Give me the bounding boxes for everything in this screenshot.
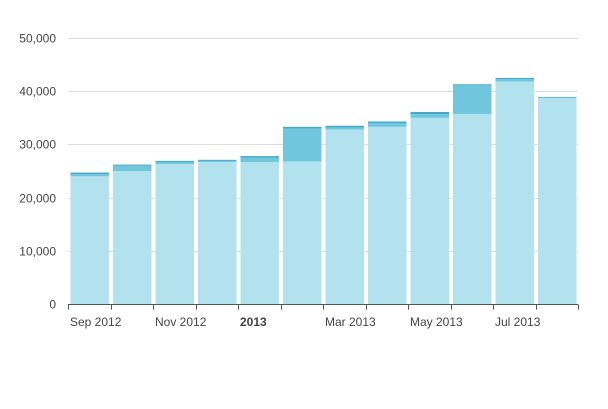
bar-segment	[155, 161, 194, 165]
axes	[68, 304, 579, 310]
y-tick-label: 40,000	[19, 85, 56, 99]
bar-segment	[198, 161, 237, 304]
bar-segment	[70, 172, 109, 175]
bar-segment	[325, 129, 364, 304]
bar-segment	[70, 174, 109, 177]
x-tick-label: Jul 2013	[495, 315, 541, 329]
bar-segment	[325, 127, 364, 130]
bar-segment	[368, 123, 407, 127]
bar-segment	[453, 114, 492, 304]
bar-segment	[538, 97, 577, 98]
bar-segment	[410, 117, 449, 304]
bar-segment	[113, 164, 152, 166]
bar-segment	[538, 98, 577, 305]
bar-segment	[495, 81, 534, 305]
x-tick-label: Mar 2013	[325, 315, 376, 329]
tick-labels: 0 10,000 20,000 30,000 40,000 50,000 Sep 2012 N…	[19, 32, 540, 330]
bar-segment	[240, 161, 279, 304]
x-tick-label: Sep 2012	[70, 315, 122, 329]
bar-segment	[368, 121, 407, 124]
bar-segment	[155, 164, 194, 304]
x-tick-label: 2013	[240, 315, 267, 329]
bar-segment	[453, 85, 492, 115]
y-tick-label: 20,000	[19, 192, 56, 206]
x-tick-label: Nov 2012	[155, 315, 207, 329]
bar-segment	[283, 126, 322, 129]
bar-segment	[240, 156, 279, 158]
y-tick-label: 30,000	[19, 138, 56, 152]
bar-segment	[283, 161, 322, 304]
x-tick-label: May 2013	[410, 315, 463, 329]
bar-segment	[198, 159, 237, 161]
bar-segment	[538, 97, 577, 99]
bars	[70, 77, 577, 305]
bar-segment	[113, 165, 152, 171]
gridlines	[68, 38, 578, 252]
bar-segment	[410, 111, 449, 115]
bar-segment	[410, 114, 449, 118]
bar-segment	[198, 160, 237, 162]
bar-segment	[113, 171, 152, 304]
bar-segment	[155, 160, 194, 162]
bar-segment	[495, 77, 534, 79]
y-tick-label: 10,000	[19, 245, 56, 259]
bar-segment	[240, 157, 279, 162]
y-tick-label: 0	[49, 298, 56, 312]
bar-segment	[495, 78, 534, 82]
bar-segment	[283, 128, 322, 162]
bar-segment	[70, 176, 109, 304]
bar-segment	[325, 125, 364, 128]
bar-segment	[453, 84, 492, 86]
bar-segment	[368, 126, 407, 304]
y-tick-label: 50,000	[19, 32, 56, 46]
